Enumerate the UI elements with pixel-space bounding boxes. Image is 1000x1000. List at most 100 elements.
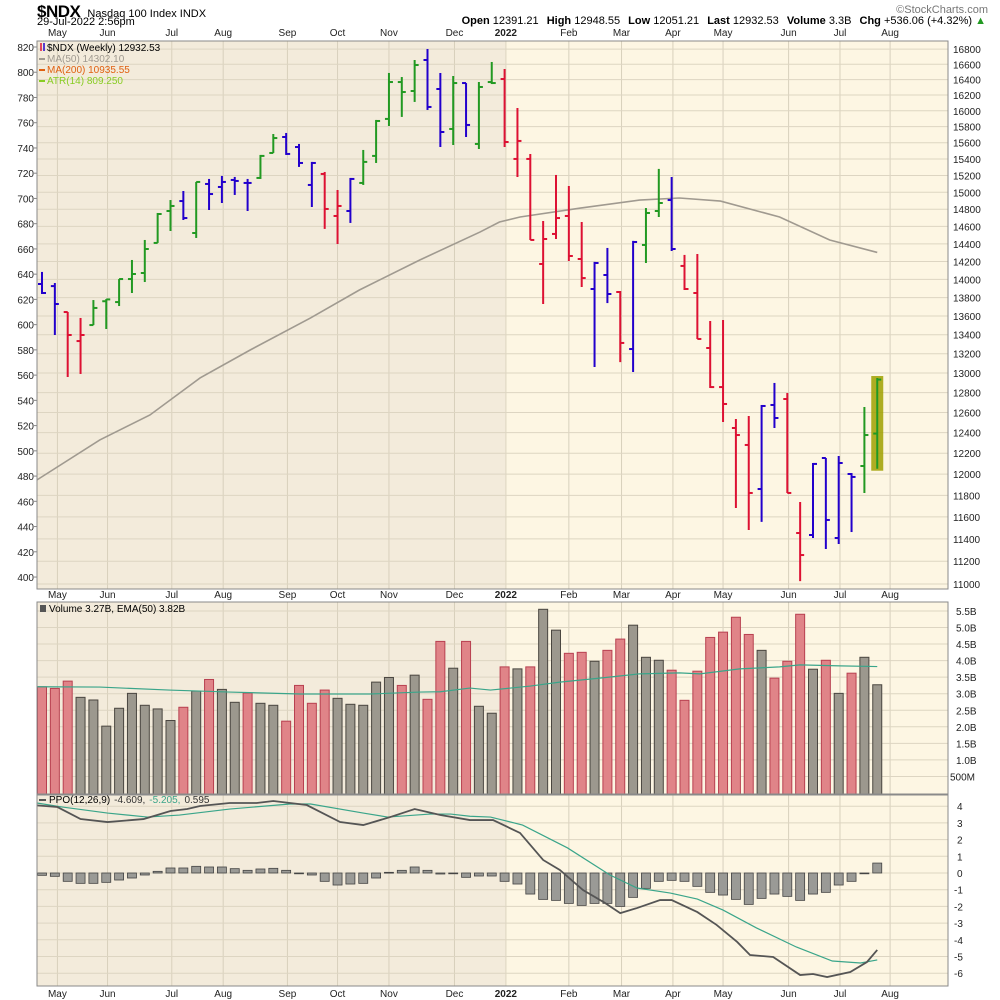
chg-label: Chg xyxy=(859,15,881,27)
price-tick-label: 16600 xyxy=(953,60,981,71)
month-label: May xyxy=(48,28,67,39)
ohlc-bar xyxy=(320,171,329,229)
price-tick-label: 11200 xyxy=(953,557,981,568)
ppo-histogram-bar xyxy=(859,872,870,875)
ohlc-bar xyxy=(821,456,830,549)
ohlc-bar xyxy=(89,300,98,327)
volume-bar xyxy=(281,720,292,795)
left-tick-label: 800 xyxy=(17,68,34,79)
ppo-histogram-bar xyxy=(88,872,99,884)
ppo-legend-legend_hist: 0.595 xyxy=(184,795,209,806)
volume-bar xyxy=(872,684,883,795)
month-label: May xyxy=(714,590,733,601)
ohlc-bar xyxy=(397,77,406,117)
ohlc-bar xyxy=(834,456,843,544)
price-tick-label: 13200 xyxy=(953,350,981,361)
month-label: Aug xyxy=(881,989,899,1000)
ppo-histogram-bar xyxy=(294,872,304,875)
volume-legend-icon xyxy=(40,605,46,612)
volume-bar xyxy=(306,702,317,795)
volume-bar xyxy=(101,725,112,795)
left-tick-label: 480 xyxy=(17,472,34,483)
ohlc-bar xyxy=(230,176,239,195)
ppo-histogram-bar xyxy=(358,872,369,884)
month-label: Aug xyxy=(214,989,232,1000)
volume-bar xyxy=(371,681,382,795)
volume-bar xyxy=(820,659,831,795)
volume-bar xyxy=(139,704,150,795)
price-tick-label: 16000 xyxy=(953,107,981,118)
ppo-legend-legend_ppo: -4.609, xyxy=(114,795,145,806)
volume-bar xyxy=(808,668,818,795)
ppo-line xyxy=(36,800,878,978)
ppo-histogram-bar xyxy=(589,872,600,904)
month-label: Jul xyxy=(834,590,847,601)
volume-bar xyxy=(769,677,780,795)
month-label: Jun xyxy=(781,590,797,601)
ppo-histogram-bar xyxy=(396,869,407,874)
ohlc-bar xyxy=(449,76,458,145)
ohlc-bar xyxy=(590,261,599,367)
ppo-legend: PPO(12,26,9) -4.609, -5.205, 0.595 xyxy=(49,795,210,806)
ppo-histogram-bar xyxy=(62,872,73,882)
volume-bar xyxy=(345,703,356,795)
ppo-histogram-bar xyxy=(152,870,163,874)
price-tick-label: 13000 xyxy=(953,369,981,380)
ppo-histogram-bar xyxy=(628,872,638,898)
volume-bar xyxy=(126,692,137,795)
ohlc-bar xyxy=(513,107,522,177)
volume-bar xyxy=(833,692,844,795)
ppo-legend-legend_signal: -5.205, xyxy=(149,795,180,806)
left-tick-label: 540 xyxy=(17,396,34,407)
ohlc-bar xyxy=(719,320,728,423)
ppo-tick-label: -4 xyxy=(954,936,963,947)
ohlc-bar xyxy=(423,48,432,110)
month-label: 2022 xyxy=(495,28,518,39)
ohlc-bar xyxy=(731,419,740,509)
ppo-histogram-bar xyxy=(255,868,266,874)
volume-bar xyxy=(268,704,279,795)
price-tick-label: 14400 xyxy=(953,240,981,251)
ppo-histogram-bar xyxy=(473,872,484,877)
panel-border xyxy=(36,601,949,795)
ohlc-bar xyxy=(192,180,201,238)
panel-border xyxy=(36,794,949,987)
month-label: Jun xyxy=(781,28,797,39)
ohlc-bar xyxy=(115,278,124,307)
ohlc-bar xyxy=(757,404,766,522)
volume-bar xyxy=(358,704,369,795)
ppo-histogram-bar xyxy=(872,862,883,874)
month-label: Dec xyxy=(446,590,464,601)
ohlc-bar xyxy=(577,221,586,288)
high-value: 12948.55 xyxy=(574,15,621,27)
price-tick-label: 14000 xyxy=(953,275,981,286)
price-legend-entry: ATR(14) 809.250 xyxy=(47,76,123,87)
price-tick-label: 13400 xyxy=(953,331,981,342)
price-tick-label: 14200 xyxy=(953,257,981,268)
left-tick-label: 700 xyxy=(17,194,34,205)
ppo-histogram-bar xyxy=(833,872,844,886)
volume-tick-label: 2.0B xyxy=(956,723,977,734)
copyright: ©StockCharts.com xyxy=(896,4,988,16)
volume-bar xyxy=(204,678,215,795)
last-value: 12932.53 xyxy=(732,15,779,27)
month-label: Aug xyxy=(881,28,899,39)
ppo-histogram-bar xyxy=(242,869,253,874)
price-tick-label: 16200 xyxy=(953,91,981,102)
ohlc-bar xyxy=(217,175,226,204)
ohlc-bar xyxy=(680,254,689,291)
ppo-histogram-bar xyxy=(486,872,497,877)
ppo-tick-label: 2 xyxy=(957,836,963,847)
ppo-histogram-bar xyxy=(75,872,86,884)
left-tick-label: 580 xyxy=(17,346,34,357)
open-value: 12391.21 xyxy=(492,15,539,27)
volume-bar xyxy=(242,692,253,795)
volume-bar xyxy=(602,649,613,795)
volume-bar xyxy=(422,698,433,795)
chart-title: $NDX Nasdaq 100 Index INDX xyxy=(37,2,206,22)
quote-summary: Open 12391.21 High 12948.55 Low 12051.21… xyxy=(457,15,986,27)
month-label: Feb xyxy=(560,28,578,39)
ppo-histogram-bar xyxy=(191,865,202,874)
ohlc-bar xyxy=(500,68,509,147)
volume-tick-label: 500M xyxy=(950,772,975,783)
